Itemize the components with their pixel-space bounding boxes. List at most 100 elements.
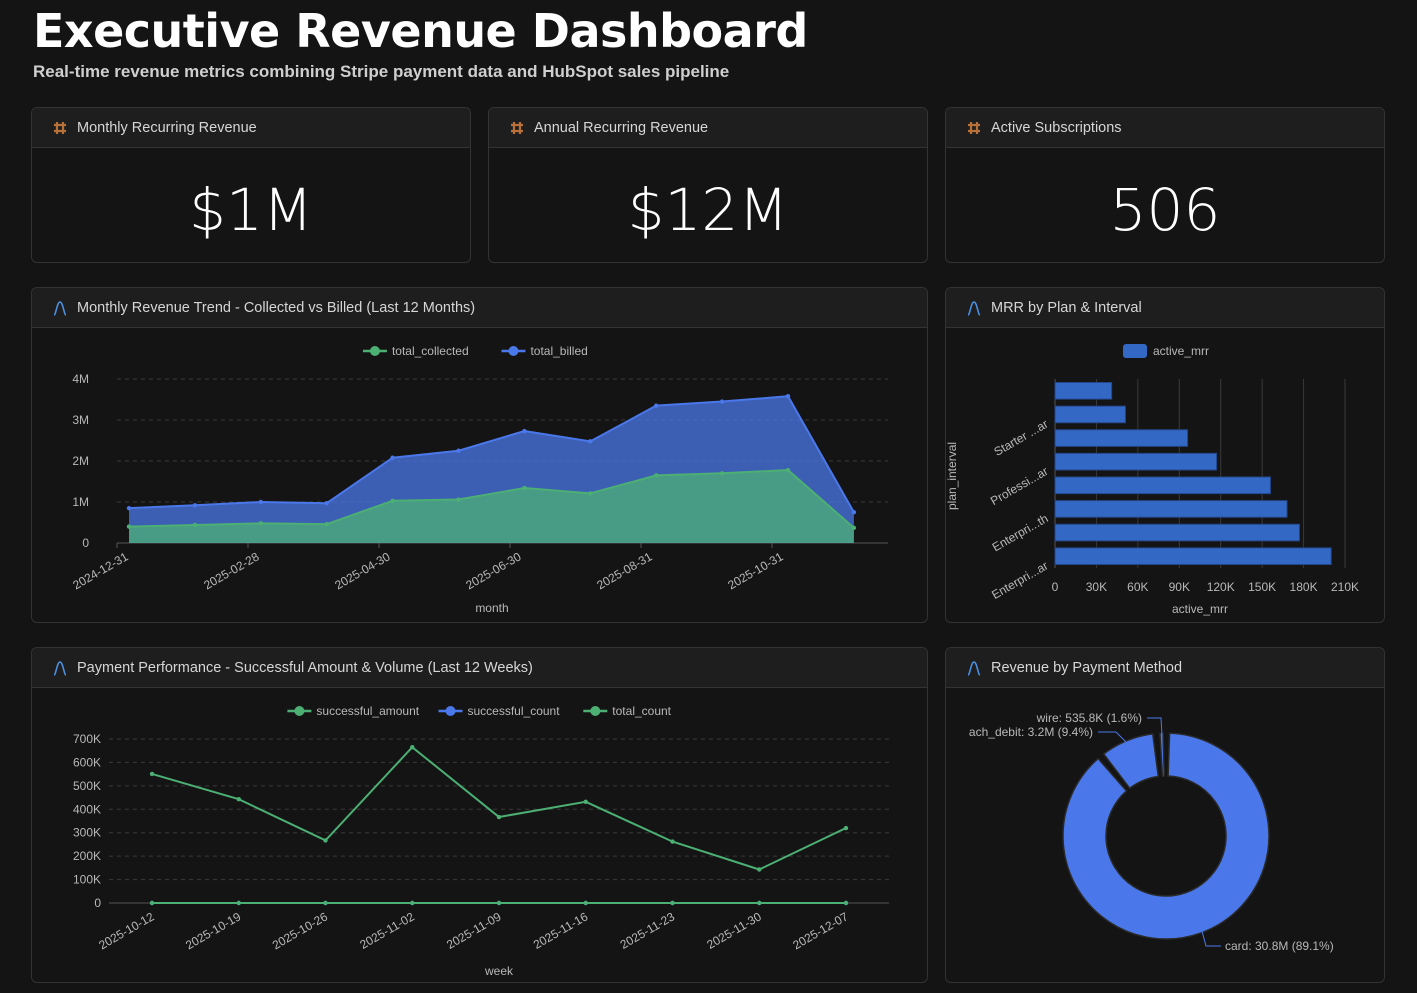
chart-icon	[967, 660, 981, 676]
label-line-wire	[1147, 717, 1163, 736]
x-tick-label: 2025-02-28	[201, 549, 261, 592]
x-tick-label: 90K	[1169, 580, 1190, 594]
chart-icon	[967, 300, 981, 316]
point-total_count	[583, 900, 588, 906]
point-total_collected	[654, 473, 659, 478]
legend-label: active_mrr	[1153, 344, 1209, 358]
y-tick-label: 2M	[72, 454, 89, 468]
legend-label: successful_count	[468, 704, 561, 718]
x-tick-label: 2025-06-30	[463, 549, 523, 592]
y-tick-label: 4M	[72, 372, 89, 386]
bar	[1054, 523, 1300, 542]
x-tick-label: 2025-08-31	[594, 549, 654, 592]
legend-label: total_billed	[530, 344, 587, 358]
x-tick-label: 2025-12-07	[790, 909, 850, 952]
bar	[1054, 476, 1271, 495]
bar	[1054, 500, 1288, 518]
point-total_billed	[126, 505, 132, 511]
y-tick-label: Enterpri...ar	[989, 558, 1050, 601]
panel-title: Payment Performance - Successful Amount …	[77, 659, 533, 676]
x-tick-label: 30K	[1086, 580, 1107, 594]
x-tick-label: 2025-10-12	[96, 909, 156, 952]
line-total_collected	[128, 469, 855, 529]
x-tick-label: 120K	[1207, 580, 1235, 594]
payment-line-chart: successful_amount successful_count total_c…	[73, 704, 889, 978]
point-total_billed	[851, 510, 857, 515]
point-successful_amount	[410, 745, 415, 750]
kpi-card-arr: Annual Recurring Revenue $12M	[488, 107, 928, 263]
x-tick-label: 2025-10-19	[183, 909, 243, 952]
legend-marker	[445, 706, 456, 716]
hash-icon	[968, 121, 980, 134]
kpi-value: $1M	[189, 176, 313, 244]
y-tick-label: 600K	[73, 755, 101, 769]
kpi-label: Active Subscriptions	[991, 119, 1122, 136]
legend-swatch	[1123, 344, 1147, 358]
legend-label: total_count	[612, 704, 671, 718]
y-tick-label: 400K	[73, 802, 101, 816]
x-tick-label: 2025-11-02	[357, 909, 417, 952]
x-tick-label: 2025-04-30	[332, 549, 392, 592]
point-total_billed	[390, 455, 395, 460]
y-tick-label: Starter ...ar	[992, 417, 1051, 459]
hash-icon	[511, 121, 523, 134]
y-tick-label: 3M	[72, 413, 89, 427]
point-successful_amount	[757, 867, 762, 872]
bar	[1054, 547, 1332, 565]
page-subtitle: Real-time revenue metrics combining Stri…	[33, 62, 730, 81]
y-tick-label: 100K	[73, 873, 101, 887]
kpi-value: 506	[1109, 176, 1221, 244]
bar	[1054, 429, 1189, 447]
point-total_count	[149, 900, 155, 906]
legend-marker	[590, 706, 601, 716]
point-total_billed	[588, 439, 593, 444]
point-total_count	[410, 900, 415, 906]
panel-title: Revenue by Payment Method	[991, 659, 1183, 676]
y-tick-label: Professi...ar	[988, 464, 1050, 508]
revenue-trend-chart: total_collected total_billed 0 1M 2M 3M 4M 2024…	[70, 344, 888, 615]
slice-label-ach-debit: ach_debit: 3.2M (9.4%)	[969, 725, 1093, 739]
point-total_billed	[456, 448, 461, 453]
point-total_billed	[785, 394, 791, 399]
x-tick-label: 2025-10-31	[725, 549, 785, 592]
point-successful_amount	[843, 825, 849, 831]
kpi-value: $12M	[627, 176, 789, 244]
legend-marker	[369, 346, 380, 356]
y-tick-label: Enterpri...th	[990, 511, 1051, 554]
bar	[1054, 405, 1126, 424]
point-successful_amount	[323, 838, 328, 843]
x-tick-label: 2025-10-26	[270, 909, 330, 952]
panel-title: MRR by Plan & Interval	[991, 299, 1142, 316]
payment-donut-chart: card: 30.8M (89.1%) ach_debit: 3.2M (9.4%…	[969, 711, 1334, 953]
point-total_collected	[324, 521, 329, 527]
x-tick-label: 180K	[1290, 580, 1318, 594]
y-tick-label: 0	[94, 896, 101, 910]
y-tick-label: 500K	[73, 779, 101, 793]
panel-title: Monthly Revenue Trend - Collected vs Bil…	[77, 299, 476, 316]
line-successful_amount	[151, 745, 847, 871]
slice-card	[1062, 732, 1270, 940]
slice-wire	[1159, 732, 1166, 777]
hash-icon	[54, 121, 66, 134]
y-tick-label: 300K	[73, 826, 101, 840]
point-total_collected	[719, 471, 725, 476]
x-tick-label: 2025-11-09	[444, 909, 504, 952]
legend-marker	[294, 706, 305, 716]
page-title: Executive Revenue Dashboard	[33, 4, 808, 58]
x-axis-title: month	[475, 601, 508, 615]
point-total_collected	[258, 521, 263, 526]
kpi-label: Annual Recurring Revenue	[534, 119, 709, 136]
slice-ach_debit	[1102, 733, 1160, 789]
point-total_billed	[522, 428, 527, 434]
kpi-card-subscriptions: Active Subscriptions 506	[945, 107, 1385, 263]
line-total_billed	[128, 395, 855, 513]
x-tick-label: 210K	[1331, 580, 1359, 594]
bar	[1054, 452, 1218, 471]
point-total_billed	[654, 403, 659, 408]
point-successful_amount	[496, 814, 502, 820]
legend-label: total_collected	[392, 344, 469, 358]
slice-label-card: card: 30.8M (89.1%)	[1225, 939, 1334, 953]
point-total_collected	[588, 491, 593, 496]
kpi-label: Monthly Recurring Revenue	[77, 119, 257, 136]
point-total_count	[496, 900, 502, 906]
